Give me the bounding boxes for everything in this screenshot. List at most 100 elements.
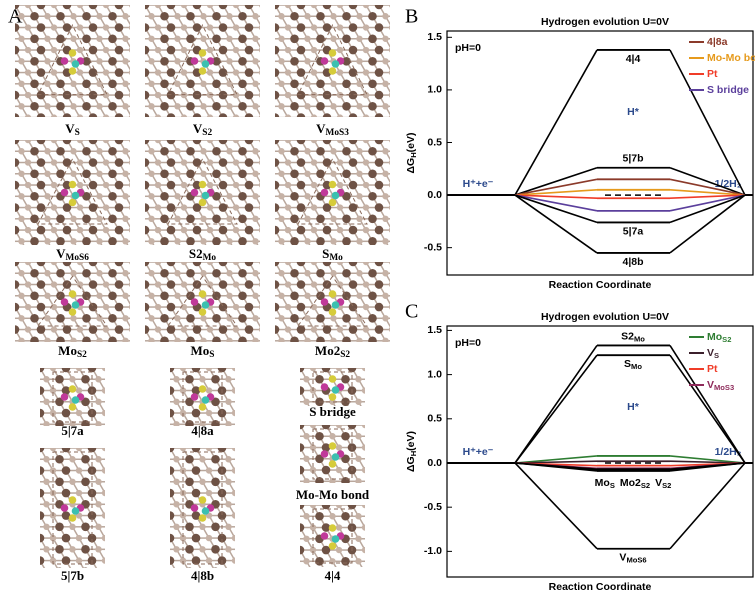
atom — [115, 181, 124, 190]
bond — [294, 561, 301, 572]
atom — [342, 237, 351, 246]
atom — [154, 387, 160, 393]
atom — [316, 269, 325, 278]
atom — [166, 444, 175, 453]
atom — [389, 159, 395, 165]
atom — [264, 314, 273, 323]
atom — [264, 246, 273, 255]
bond — [9, 241, 16, 252]
bond — [9, 318, 16, 329]
atom — [264, 192, 273, 201]
atom — [56, 34, 65, 43]
atom — [206, 467, 212, 473]
defect-atom — [321, 298, 329, 306]
atom — [95, 456, 101, 462]
atom — [181, 2, 187, 8]
atom — [264, 80, 273, 89]
bond — [262, 285, 269, 296]
atom — [226, 238, 232, 244]
atom — [56, 102, 65, 111]
atom — [185, 375, 194, 384]
atom — [18, 13, 24, 19]
atom — [44, 103, 50, 109]
bond — [242, 482, 249, 493]
atom — [363, 204, 369, 210]
defect-atom — [321, 383, 329, 391]
atom — [103, 2, 109, 8]
bond — [113, 0, 120, 5]
bond — [47, 357, 54, 368]
atom — [134, 269, 143, 278]
bond — [372, 436, 379, 447]
bond — [112, 549, 119, 560]
atom — [115, 325, 124, 334]
bond — [132, 95, 139, 106]
atom — [252, 36, 258, 42]
bond — [22, 0, 29, 5]
atom — [30, 80, 39, 89]
bond — [262, 185, 269, 196]
atom — [233, 204, 239, 210]
bond — [157, 516, 164, 527]
atom — [285, 47, 291, 53]
atom — [259, 204, 265, 210]
bond — [365, 550, 372, 561]
atom — [11, 68, 20, 77]
atom — [148, 171, 154, 177]
atom — [362, 365, 368, 371]
text-part: Mo — [191, 343, 210, 358]
atom — [264, 237, 273, 246]
atom — [271, 303, 280, 312]
structure-label: S2Mo — [189, 246, 217, 263]
y-tick-label: 1.5 — [427, 31, 442, 43]
atom — [289, 512, 298, 521]
atom — [102, 490, 108, 496]
bond — [288, 118, 295, 129]
atom — [29, 375, 38, 384]
bond — [287, 448, 294, 459]
bond — [132, 73, 139, 84]
defect-atom — [69, 67, 77, 75]
atom — [134, 291, 143, 300]
y-tick-label: 1.5 — [427, 324, 442, 336]
atom — [252, 238, 258, 244]
atom — [154, 535, 160, 541]
atom — [355, 536, 361, 542]
atom — [245, 226, 254, 235]
atom — [206, 410, 212, 416]
atom — [18, 338, 24, 344]
atom — [264, 337, 273, 346]
series-label: Mo — [595, 477, 610, 489]
atom — [226, 338, 232, 344]
atom — [108, 246, 117, 255]
atom — [304, 81, 310, 87]
atom — [63, 226, 72, 235]
defect-atom — [191, 393, 199, 401]
atom — [115, 113, 124, 122]
atom — [180, 432, 186, 438]
atom — [108, 12, 117, 21]
bond — [119, 118, 126, 129]
y-tick-label: 0.5 — [427, 413, 442, 425]
atom — [96, 171, 102, 177]
bond — [287, 391, 294, 402]
bond — [34, 424, 41, 435]
atom — [252, 148, 258, 154]
bond — [216, 357, 223, 368]
atom — [355, 411, 361, 417]
atom — [160, 314, 169, 323]
atom — [375, 1, 384, 10]
atom — [259, 326, 265, 332]
atom — [394, 57, 403, 66]
bond — [282, 0, 289, 5]
bond — [243, 341, 250, 352]
atom — [174, 193, 180, 199]
atom — [238, 237, 247, 246]
text-part: V — [619, 551, 626, 563]
bond — [372, 539, 379, 550]
atom — [55, 375, 64, 384]
y-axis-title: ΔGH(eV) — [405, 431, 418, 472]
atom — [148, 193, 154, 199]
atom — [238, 269, 247, 278]
atom — [233, 227, 239, 233]
